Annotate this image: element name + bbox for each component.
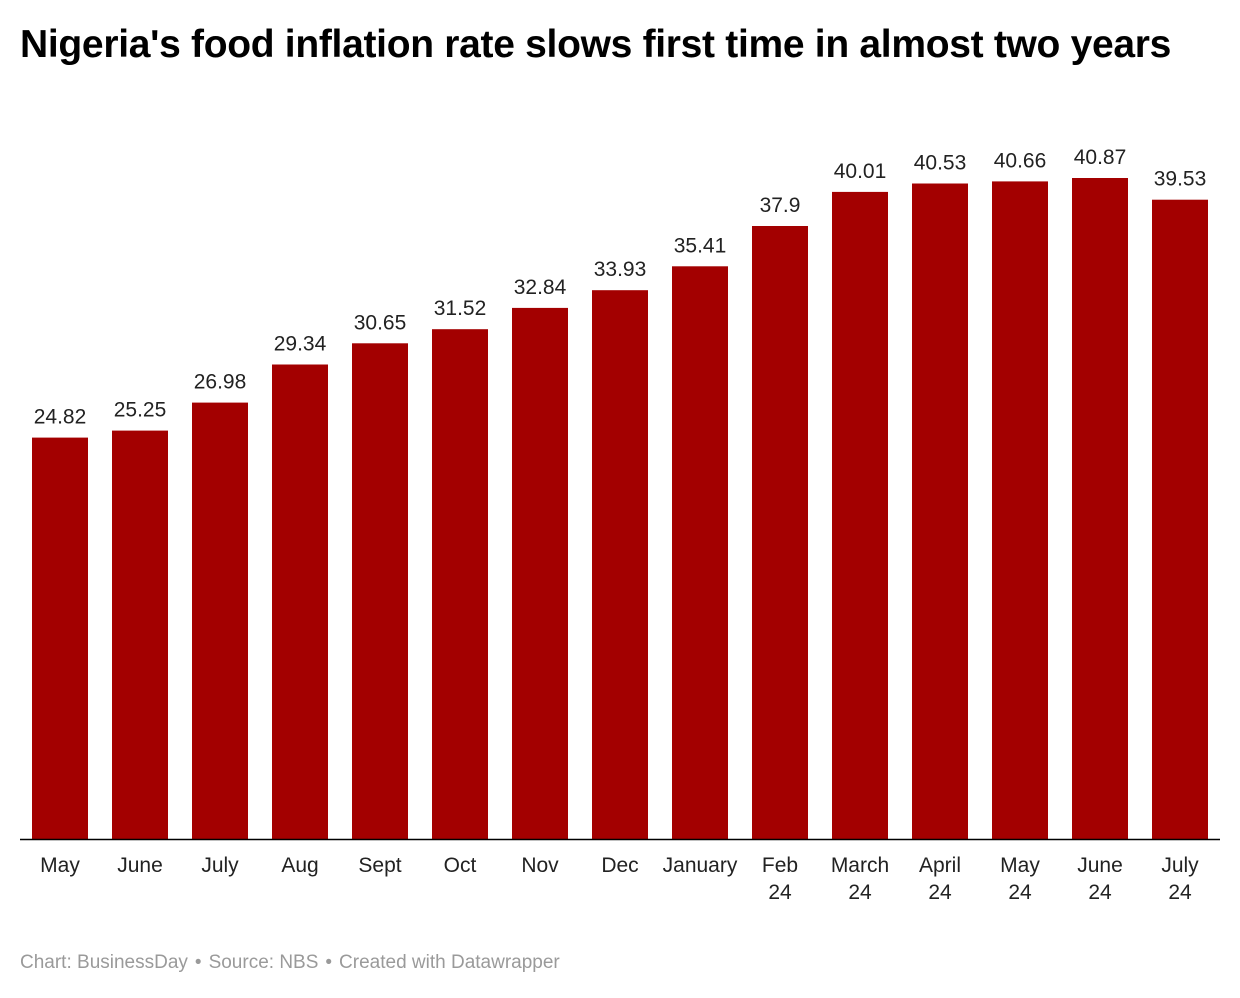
chart-credit: Chart: BusinessDay [20, 952, 188, 973]
bar-value-label: 30.65 [354, 311, 407, 334]
x-tick-label: March 24 [831, 854, 889, 904]
bar-value-label: 29.34 [274, 333, 327, 356]
x-tick-label: July [201, 854, 239, 877]
bar [272, 364, 328, 839]
bar [1072, 178, 1128, 839]
bar-value-label: 40.66 [994, 149, 1047, 172]
x-tick-label: June [117, 854, 163, 877]
bar [912, 183, 968, 839]
bar-value-label: 24.82 [34, 406, 87, 429]
bar-value-label: 33.93 [594, 258, 647, 281]
bar [192, 402, 248, 839]
bar [32, 437, 88, 839]
bar [992, 181, 1048, 839]
x-tick-label: Feb 24 [762, 854, 798, 904]
x-tick-label: Nov [521, 854, 559, 877]
chart-title: Nigeria's food inflation rate slows firs… [20, 23, 1172, 66]
x-tick-label: Sept [358, 854, 401, 877]
bar-value-label: 26.98 [194, 371, 247, 394]
bar [112, 430, 168, 839]
bar [352, 343, 408, 839]
bar-chart: 24.82 25.25 26.98 29.34 30.65 31.52 32.84 33.93… [20, 146, 1220, 904]
bar-value-label: 32.84 [514, 276, 567, 299]
bar [672, 266, 728, 839]
x-tick-label: May 24 [1000, 854, 1040, 904]
bar-value-label: 37.9 [760, 194, 801, 217]
datawrapper-link[interactable]: Created with Datawrapper [339, 952, 560, 973]
bar [832, 191, 888, 839]
bar-value-label: 35.41 [674, 234, 727, 257]
bar-value-label: 40.53 [914, 152, 967, 175]
x-tick-label: Oct [444, 854, 477, 877]
x-tick-label: January [663, 854, 738, 877]
source-link[interactable]: Source: NBS [208, 952, 319, 973]
footer-separator: • [325, 952, 333, 973]
x-tick-label: Aug [281, 854, 318, 877]
footer-separator: • [194, 952, 202, 973]
x-tick-label: July 24 [1161, 854, 1199, 904]
bar [1152, 199, 1208, 839]
bar-value-label: 40.01 [834, 160, 887, 183]
chart-footer: Chart: BusinessDay • Source: NBS • Created w… [20, 952, 560, 974]
bar-value-label: 31.52 [434, 297, 487, 320]
bars-group [32, 178, 1208, 839]
bar-value-label: 39.53 [1154, 168, 1207, 191]
x-tick-label: Dec [601, 854, 638, 877]
x-tick-label: May [40, 854, 80, 877]
x-tick-label: June 24 [1077, 854, 1123, 904]
bar [432, 329, 488, 839]
x-tick-label: April 24 [919, 854, 961, 904]
bar [752, 226, 808, 839]
bar-value-label: 25.25 [114, 399, 167, 422]
bar [592, 290, 648, 839]
x-axis-labels-group: May June July Aug Sept Oct Nov Dec January Feb 24 M… [40, 854, 1199, 904]
bar-value-label: 40.87 [1074, 146, 1127, 169]
value-labels-group: 24.82 25.25 26.98 29.34 30.65 31.52 32.84 33.93… [34, 146, 1207, 429]
bar [512, 307, 568, 839]
